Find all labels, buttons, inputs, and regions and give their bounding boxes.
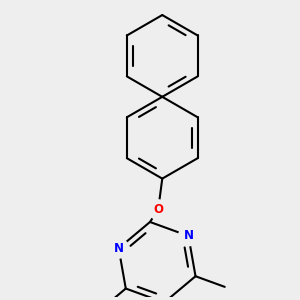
- Circle shape: [178, 226, 198, 246]
- Circle shape: [109, 238, 128, 258]
- Circle shape: [148, 200, 168, 220]
- Text: N: N: [114, 242, 124, 255]
- Text: N: N: [183, 230, 194, 242]
- Text: O: O: [153, 203, 163, 216]
